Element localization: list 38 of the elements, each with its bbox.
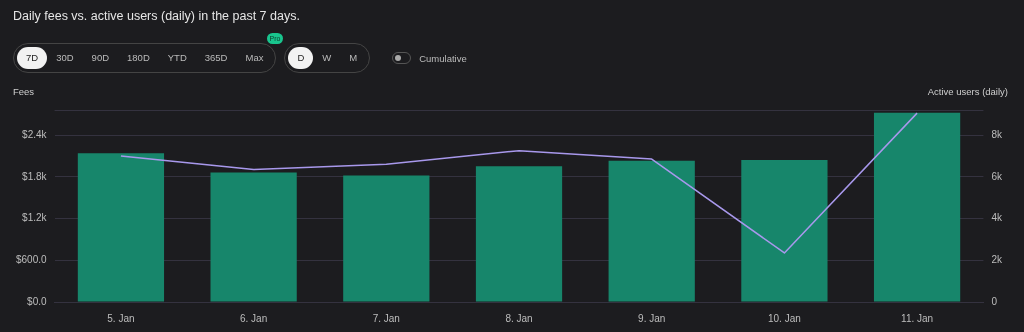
text: D	[288, 47, 314, 69]
x-tick-label: 10. Jan	[767, 312, 801, 324]
y2-tick-label: 0	[991, 295, 998, 307]
x-tick-label: 7. Jan	[372, 312, 400, 324]
y2-tick-label: 2k	[991, 254, 1003, 266]
text: Cumulative	[419, 52, 467, 64]
x-tick-label: 6. Jan	[240, 312, 268, 324]
bar	[210, 172, 297, 302]
text: 365D	[203, 51, 229, 65]
bar	[343, 175, 430, 302]
y-tick-label: $0.0	[27, 295, 48, 307]
y-tick-label: $600.0	[15, 254, 48, 266]
text: 7D	[17, 47, 48, 69]
y2-tick-label: 8k	[991, 128, 1003, 140]
text: W	[321, 51, 333, 65]
y-axis-title: Fees	[13, 86, 35, 98]
text: YTD	[166, 51, 188, 65]
y2-tick-label: 4k	[991, 212, 1003, 224]
x-tick-label: 11. Jan	[901, 312, 934, 324]
y-tick-label: $2.4k	[22, 128, 48, 140]
text: 180D	[126, 51, 151, 65]
bar	[873, 112, 961, 302]
text: M	[348, 51, 359, 65]
bar	[77, 153, 165, 302]
y2-axis-title: Active users (daily)	[927, 86, 1008, 98]
y2-tick-label: 6k	[991, 170, 1003, 182]
text: 30D	[55, 51, 75, 65]
x-tick-label: 5. Jan	[107, 312, 135, 324]
x-tick-label: 8. Jan	[505, 312, 533, 324]
x-tick-label: 9. Jan	[638, 312, 666, 324]
bar	[741, 160, 828, 302]
y-tick-label: $1.8k	[22, 170, 48, 182]
chart-title: Daily fees vs. active users (daily) in the past 7 days.	[13, 9, 300, 23]
text: Max	[244, 51, 265, 65]
text: 90D	[90, 51, 111, 65]
bar	[608, 160, 695, 302]
y-tick-label: $1.2k	[22, 212, 48, 224]
bar	[475, 166, 563, 302]
